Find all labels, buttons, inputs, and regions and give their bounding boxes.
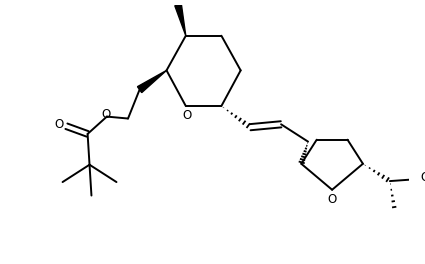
Text: O: O — [54, 118, 63, 131]
Text: O: O — [328, 193, 337, 206]
Polygon shape — [175, 4, 186, 36]
Text: O: O — [420, 171, 425, 184]
Text: O: O — [182, 109, 191, 122]
Text: O: O — [101, 108, 110, 121]
Polygon shape — [137, 70, 167, 93]
